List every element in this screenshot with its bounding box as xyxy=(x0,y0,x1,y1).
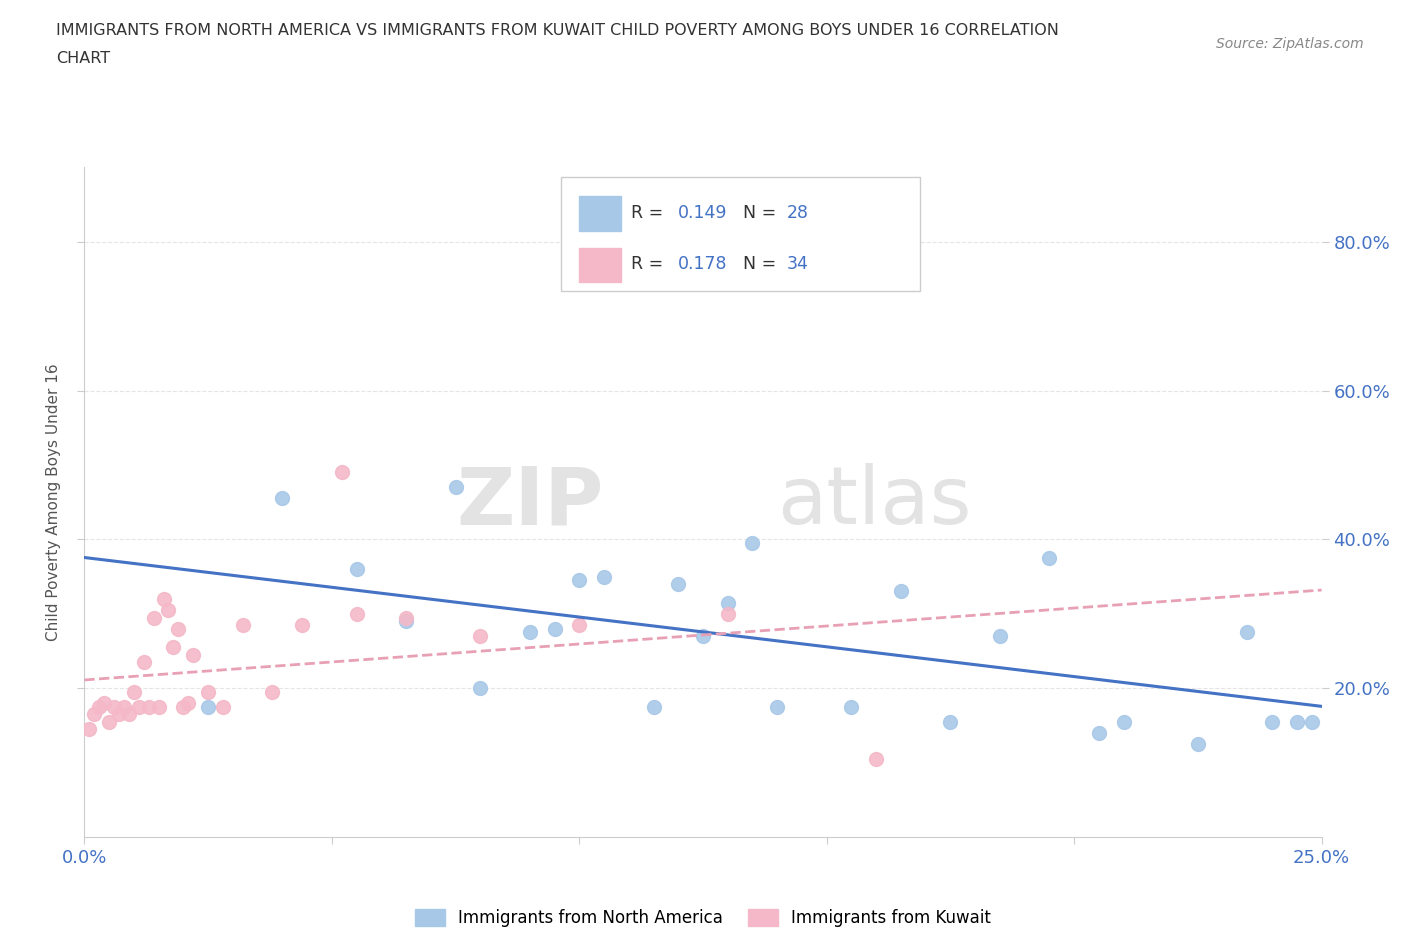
Point xyxy=(271,491,294,506)
Point xyxy=(98,714,121,729)
Point xyxy=(1088,725,1111,740)
Point xyxy=(112,699,135,714)
Point xyxy=(568,618,591,632)
Point xyxy=(291,618,314,632)
Point xyxy=(1236,625,1258,640)
Point xyxy=(890,584,912,599)
Point xyxy=(692,629,714,644)
Text: IMMIGRANTS FROM NORTH AMERICA VS IMMIGRANTS FROM KUWAIT CHILD POVERTY AMONG BOYS: IMMIGRANTS FROM NORTH AMERICA VS IMMIGRA… xyxy=(56,23,1059,38)
Text: 28: 28 xyxy=(787,204,808,222)
FancyBboxPatch shape xyxy=(579,247,621,283)
Point xyxy=(138,699,160,714)
Point xyxy=(865,751,887,766)
Text: R =: R = xyxy=(631,204,669,222)
Text: N =: N = xyxy=(742,204,782,222)
Point xyxy=(470,681,492,696)
Point xyxy=(162,640,184,655)
Y-axis label: Child Poverty Among Boys Under 16: Child Poverty Among Boys Under 16 xyxy=(46,364,62,641)
Point xyxy=(172,699,194,714)
Point xyxy=(232,618,254,632)
Point xyxy=(181,647,204,662)
Point xyxy=(212,699,235,714)
Point xyxy=(118,707,141,722)
Text: N =: N = xyxy=(742,256,782,273)
Legend: Immigrants from North America, Immigrants from Kuwait: Immigrants from North America, Immigrant… xyxy=(406,901,1000,930)
Point xyxy=(89,699,111,714)
Point xyxy=(177,696,200,711)
Point xyxy=(444,480,467,495)
Point xyxy=(142,610,165,625)
Point xyxy=(1187,737,1209,751)
Point xyxy=(93,696,115,711)
Point xyxy=(157,603,180,618)
Point xyxy=(766,699,789,714)
Point xyxy=(167,621,190,636)
Point xyxy=(1301,714,1323,729)
Point xyxy=(197,699,219,714)
Point xyxy=(395,610,418,625)
Point xyxy=(568,573,591,588)
Point xyxy=(79,722,101,737)
Point xyxy=(543,621,565,636)
Point xyxy=(643,699,665,714)
Point xyxy=(395,614,418,629)
FancyBboxPatch shape xyxy=(579,196,621,231)
Point xyxy=(1038,551,1060,565)
Text: atlas: atlas xyxy=(778,463,972,541)
Point xyxy=(939,714,962,729)
Point xyxy=(470,629,492,644)
Point xyxy=(103,699,125,714)
Text: R =: R = xyxy=(631,256,669,273)
Point xyxy=(666,577,689,591)
Text: 34: 34 xyxy=(787,256,808,273)
Point xyxy=(519,625,541,640)
Point xyxy=(197,684,219,699)
Point xyxy=(1261,714,1284,729)
Point xyxy=(346,562,368,577)
Point xyxy=(988,629,1011,644)
Point xyxy=(1112,714,1135,729)
Point xyxy=(108,707,131,722)
Text: Source: ZipAtlas.com: Source: ZipAtlas.com xyxy=(1216,37,1364,51)
Text: ZIP: ZIP xyxy=(457,463,605,541)
Point xyxy=(148,699,170,714)
Text: CHART: CHART xyxy=(56,51,110,66)
Point xyxy=(593,569,616,584)
Point xyxy=(741,536,763,551)
Point xyxy=(152,591,174,606)
Point xyxy=(346,606,368,621)
FancyBboxPatch shape xyxy=(561,178,920,291)
Point xyxy=(262,684,284,699)
Point xyxy=(132,655,155,670)
Point xyxy=(717,595,740,610)
Point xyxy=(330,465,353,480)
Point xyxy=(1285,714,1308,729)
Point xyxy=(717,606,740,621)
Point xyxy=(841,699,863,714)
Text: 0.149: 0.149 xyxy=(678,204,728,222)
Point xyxy=(128,699,150,714)
Point xyxy=(122,684,145,699)
Point xyxy=(83,707,105,722)
Text: 0.178: 0.178 xyxy=(678,256,728,273)
